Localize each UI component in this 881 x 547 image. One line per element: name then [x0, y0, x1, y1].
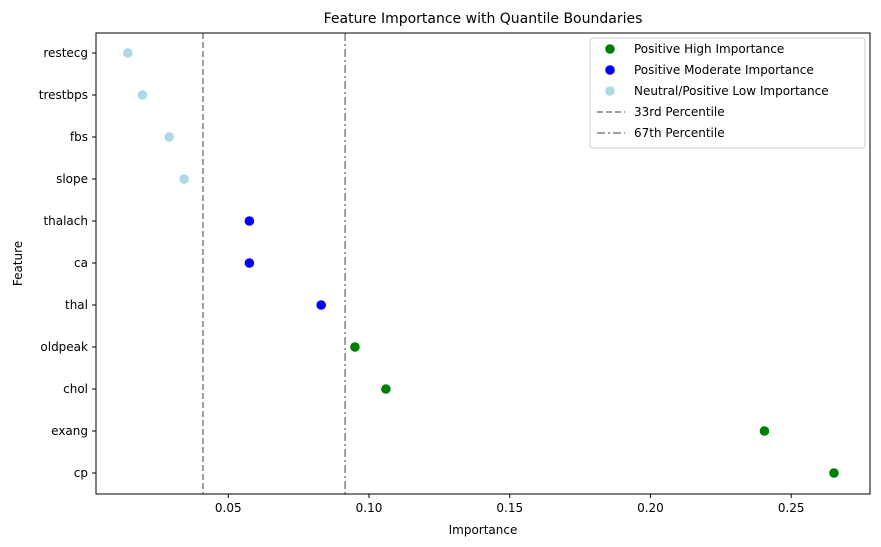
y-tick-label-thalach: thalach: [43, 214, 88, 228]
legend-marker-1: [605, 65, 615, 75]
legend: Positive High Importance Positive Moderat…: [589, 37, 866, 149]
y-tick-label-restecg: restecg: [43, 46, 88, 60]
data-point-exang: [759, 426, 770, 436]
legend-label-0: Positive High Importance: [634, 42, 784, 56]
plot-area: [123, 33, 839, 494]
x-tick-label-4: 0.25: [778, 501, 805, 515]
data-point-oldpeak: [350, 342, 360, 352]
data-point-cp: [829, 468, 839, 478]
x-axis: 0.05 0.10 0.15 0.20 0.25: [215, 494, 805, 515]
x-axis-title: Importance: [449, 523, 518, 537]
y-tick-label-chol: chol: [63, 382, 88, 396]
data-point-restecg: [123, 48, 133, 58]
y-tick-label-ca: ca: [74, 256, 88, 270]
legend-label-2: Neutral/Positive Low Importance: [634, 84, 829, 98]
x-tick-label-0: 0.05: [215, 501, 242, 515]
data-point-chol: [381, 384, 391, 394]
y-tick-label-exang: exang: [51, 424, 88, 438]
data-point-fbs: [164, 132, 174, 142]
y-tick-label-oldpeak: oldpeak: [40, 340, 88, 354]
y-tick-label-slope: slope: [56, 172, 88, 186]
legend-label-4: 67th Percentile: [634, 126, 725, 140]
legend-label-3: 33rd Percentile: [634, 105, 725, 119]
legend-box: [589, 37, 866, 149]
y-tick-label-thal: thal: [65, 298, 88, 312]
y-tick-label-cp: cp: [74, 466, 88, 480]
y-axis-title: Feature: [11, 241, 25, 286]
x-tick-label-3: 0.20: [637, 501, 664, 515]
legend-marker-0: [605, 44, 615, 54]
data-point-slope: [179, 174, 189, 184]
data-point-thalach: [244, 216, 255, 226]
legend-marker-2: [605, 86, 615, 96]
x-tick-label-1: 0.10: [356, 501, 383, 515]
y-axis: restecg trestbps fbs slope thalach ca thal oldp…: [39, 46, 96, 480]
y-tick-label-fbs: fbs: [70, 130, 88, 144]
data-point-thal: [316, 300, 326, 310]
data-point-trestbps: [137, 90, 148, 100]
y-tick-label-trestbps: trestbps: [39, 88, 88, 102]
chart-title: Feature Importance with Quantile Boundar…: [324, 11, 643, 27]
legend-label-1: Positive Moderate Importance: [634, 63, 814, 77]
data-point-ca: [244, 258, 255, 268]
x-tick-label-2: 0.15: [496, 501, 523, 515]
